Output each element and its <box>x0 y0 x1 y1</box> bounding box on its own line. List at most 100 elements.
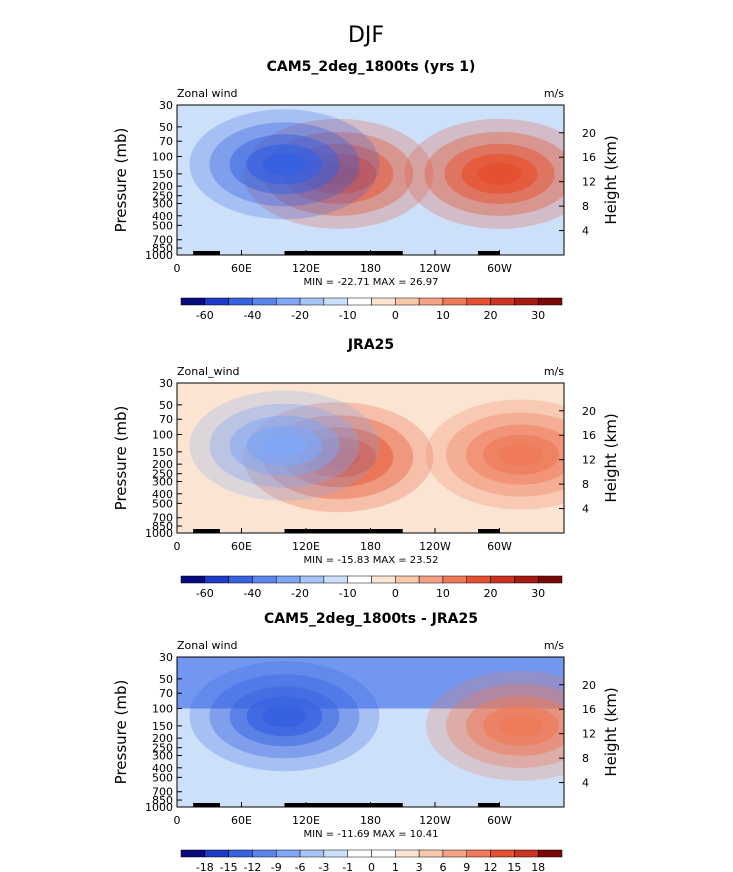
colorbar-swatch <box>204 849 229 858</box>
height-tick-label: 16 <box>582 151 596 164</box>
colorbar-label: -10 <box>339 587 357 600</box>
colorbar-label: 3 <box>416 861 423 872</box>
colorbar-label: -20 <box>291 309 309 322</box>
contour-field <box>177 383 564 533</box>
y-tick-label: 300 <box>152 749 173 762</box>
y-tick-label: 1000 <box>145 801 173 814</box>
colorbar-swatch <box>442 297 467 306</box>
colorbar-swatch <box>347 849 372 858</box>
land-mask <box>478 803 500 807</box>
contour-blob <box>499 714 543 737</box>
colorbar-label: 0 <box>368 861 375 872</box>
panel-units-label: m/s <box>544 87 564 100</box>
y-tick-label: 250 <box>152 468 173 481</box>
height-tick-label: 12 <box>582 176 596 189</box>
colorbar-label: -10 <box>339 309 357 322</box>
y-tick-label: 30 <box>159 651 173 664</box>
colorbar-swatch <box>299 575 325 584</box>
height-tick-label: 8 <box>582 200 589 213</box>
colorbar-swatch <box>514 575 539 584</box>
y-tick-label: 50 <box>159 673 173 686</box>
y-tick-label: 200 <box>152 458 173 471</box>
height-tick-label: 16 <box>582 703 596 716</box>
y-tick-label: 30 <box>159 377 173 390</box>
x-tick-label: 0 <box>174 540 181 553</box>
x-tick-label: 120E <box>292 262 320 275</box>
land-mask <box>209 529 220 533</box>
y-tick-label: 1000 <box>145 527 173 540</box>
contour-blob <box>499 443 543 466</box>
colorbar-label: -1 <box>342 861 353 872</box>
x-tick-label: 120W <box>419 262 451 275</box>
colorbar-swatch <box>371 849 396 858</box>
colorbar-swatch <box>323 575 348 584</box>
x-tick-label: 120E <box>292 540 320 553</box>
main-title: DJF <box>348 23 384 48</box>
colorbar-swatch <box>276 297 301 306</box>
x-tick-label: 60W <box>487 540 512 553</box>
height-tick-label: 4 <box>582 503 589 516</box>
y-tick-label: 300 <box>152 475 173 488</box>
colorbar-label: 30 <box>531 309 545 322</box>
y-tick-label: 500 <box>152 219 173 232</box>
y-tick-label: 850 <box>152 520 173 533</box>
colorbar-label: -9 <box>271 861 282 872</box>
y-tick-label: 70 <box>159 413 173 426</box>
colorbar-swatch <box>466 849 491 858</box>
height-tick-label: 12 <box>582 728 596 741</box>
y-tick-label: 70 <box>159 135 173 148</box>
y-tick-label: 700 <box>152 234 173 247</box>
y-axis-title: Pressure (mb) <box>112 680 130 785</box>
colorbar-swatch <box>323 297 348 306</box>
y-axis-title: Pressure (mb) <box>112 128 130 233</box>
land-mask <box>284 529 403 533</box>
colorbar-label: -40 <box>243 309 261 322</box>
contour-blob <box>477 162 522 185</box>
land-mask <box>193 803 220 807</box>
land-mask <box>284 251 403 255</box>
chart-panel-1: CAM5_2deg_1800ts (yrs 1) Zonal wind m/s 30 5… <box>112 59 620 322</box>
contour-blob <box>262 705 307 728</box>
colorbar-swatch <box>204 297 229 306</box>
right-axis-title: Height (km) <box>602 413 620 502</box>
colorbar-swatch <box>371 297 396 306</box>
land-mask <box>209 803 220 807</box>
colorbar-swatch <box>252 297 277 306</box>
x-tick-label: 60W <box>487 262 512 275</box>
panel-title: CAM5_2deg_1800ts (yrs 1) <box>267 59 476 75</box>
y-tick-label: 150 <box>152 720 173 733</box>
colorbar-swatch <box>180 297 206 306</box>
panel-left-label: Zonal wind <box>177 639 238 652</box>
x-tick-label: 60W <box>487 814 512 827</box>
colorbar-swatch <box>442 849 467 858</box>
colorbar-swatch <box>466 575 491 584</box>
y-tick-label: 150 <box>152 168 173 181</box>
panel-units-label: m/s <box>544 365 564 378</box>
land-mask <box>478 529 500 533</box>
min-max-label: MIN = -11.69 MAX = 10.41 <box>304 829 439 840</box>
colorbar-label: -20 <box>291 587 309 600</box>
height-tick-label: 20 <box>582 679 596 692</box>
colorbar-label: -6 <box>295 861 306 872</box>
colorbar-swatch <box>442 575 467 584</box>
colorbar-swatch <box>418 575 444 584</box>
colorbar-swatch <box>514 297 539 306</box>
min-max-label: MIN = -22.71 MAX = 26.97 <box>304 277 439 288</box>
land-mask <box>478 251 500 255</box>
colorbar-label: 1 <box>392 861 399 872</box>
land-mask <box>209 251 220 255</box>
height-tick-label: 20 <box>582 405 596 418</box>
colorbar-label: -60 <box>196 587 214 600</box>
panel-title: CAM5_2deg_1800ts - JRA25 <box>264 611 478 627</box>
colorbar-swatch <box>466 297 491 306</box>
y-tick-label: 50 <box>159 399 173 412</box>
x-tick-label: 60E <box>231 262 252 275</box>
contour-blob <box>262 153 307 176</box>
colorbar-swatch <box>228 849 253 858</box>
y-tick-label: 250 <box>152 742 173 755</box>
land-mask <box>193 251 220 255</box>
y-tick-label: 100 <box>152 151 173 164</box>
land-mask <box>284 803 403 807</box>
colorbar-swatch <box>395 297 420 306</box>
